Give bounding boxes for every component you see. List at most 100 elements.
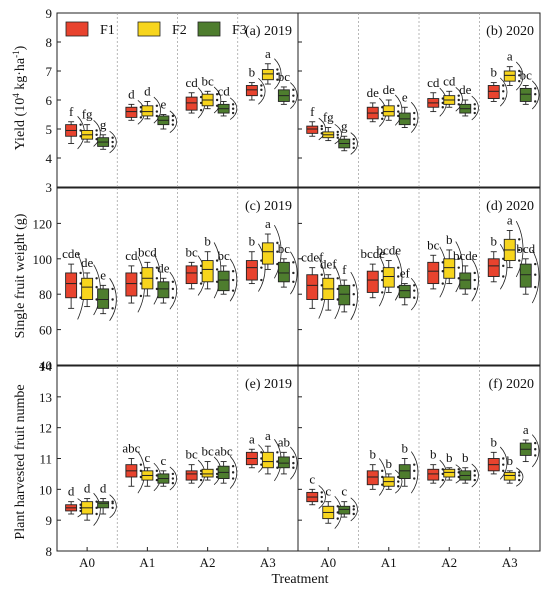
box-f3: e — [97, 267, 117, 321]
data-point — [320, 500, 323, 503]
significance-letter: b — [249, 234, 256, 249]
density-curve — [515, 220, 524, 278]
y-tick-label: 12 — [39, 421, 52, 436]
box-body — [487, 258, 500, 277]
density-curve — [290, 251, 298, 295]
data-point — [111, 287, 114, 291]
density-curve — [334, 123, 342, 145]
data-point — [502, 97, 505, 100]
box-f1: b — [487, 434, 508, 480]
x-tick-label: A2 — [441, 555, 457, 570]
data-point — [534, 100, 537, 103]
box-f1: b — [427, 447, 447, 489]
density-curve — [213, 242, 222, 299]
box-body — [81, 277, 94, 300]
data-point — [171, 481, 175, 485]
data-point — [336, 130, 339, 134]
data-point — [215, 268, 219, 271]
box-f2: fg — [322, 110, 342, 145]
data-point — [260, 94, 263, 97]
x-tick-label: A3 — [502, 555, 518, 570]
box-f3: bc — [217, 248, 238, 302]
legend-swatch-f1 — [65, 21, 89, 37]
ylabel-fruit-weight: Single fruit weight (g) — [13, 213, 28, 338]
box-f2: bcd — [138, 244, 162, 305]
significance-letter: a — [249, 431, 255, 446]
x-tick-label: A0 — [320, 555, 336, 570]
box-f3: bc — [520, 68, 540, 110]
box-body — [141, 105, 154, 117]
data-point — [292, 271, 295, 275]
data-point — [518, 471, 521, 474]
data-point — [336, 517, 339, 520]
data-point — [473, 271, 476, 275]
y-tick-label: 11 — [39, 452, 52, 467]
density-curve — [229, 258, 238, 302]
significance-letter: e — [100, 267, 106, 282]
data-point — [352, 146, 355, 150]
density-curve — [318, 485, 326, 509]
box-f2: a — [261, 216, 282, 279]
box-body — [245, 85, 258, 97]
density-curve — [274, 58, 282, 90]
data-point — [502, 469, 505, 473]
density-curve — [109, 494, 117, 519]
density-curve — [169, 271, 178, 310]
box-f3: c — [338, 484, 358, 522]
y-tick-label: 10 — [39, 482, 52, 497]
box-f2: cd — [443, 73, 463, 112]
panel-label: (d) 2020 — [486, 199, 534, 214]
box-body — [338, 284, 351, 306]
data-point — [502, 457, 505, 460]
significance-letter: bcd — [516, 241, 535, 256]
data-point — [111, 136, 114, 139]
data-point — [292, 466, 295, 469]
significance-letter: de — [367, 85, 380, 100]
density-curve — [531, 249, 540, 304]
box-f3: bcd — [516, 241, 540, 304]
density-curve — [290, 446, 298, 480]
data-point — [534, 285, 537, 289]
box-f1: d — [125, 86, 146, 125]
data-point — [95, 277, 98, 280]
box-body — [261, 451, 274, 469]
box-body — [382, 267, 395, 288]
data-point — [534, 448, 537, 451]
box-f1: c — [306, 471, 326, 509]
data-point — [457, 257, 460, 260]
data-point — [518, 259, 521, 262]
data-point — [518, 69, 521, 73]
box-body — [459, 272, 472, 290]
data-point — [171, 119, 175, 122]
box-body — [217, 270, 230, 292]
box-f1: bcde — [360, 246, 387, 307]
data-point — [352, 142, 355, 145]
data-point — [397, 266, 400, 269]
data-point — [397, 110, 400, 113]
data-point — [260, 88, 263, 92]
data-point — [292, 94, 295, 97]
significance-letter: ab — [278, 434, 290, 449]
legend-swatch-f3 — [197, 21, 221, 37]
significance-letter: de — [459, 82, 472, 97]
significance-letter: c — [160, 453, 166, 468]
data-point — [473, 474, 476, 477]
density-curve — [499, 243, 508, 290]
box-body — [487, 85, 500, 100]
data-point — [413, 123, 416, 126]
legend-label-f3: F3 — [232, 23, 247, 38]
box-body — [338, 505, 351, 515]
box-body — [185, 265, 198, 285]
box-f3: bc — [278, 69, 298, 110]
data-point — [336, 277, 339, 280]
significance-letter: bc — [201, 73, 214, 88]
data-point — [276, 241, 279, 245]
y-tick-label: 8 — [46, 35, 53, 50]
data-point — [199, 478, 203, 482]
significance-letter: abc — [215, 444, 233, 459]
significance-letter: cd — [125, 248, 138, 263]
significance-letter: b — [491, 434, 498, 449]
